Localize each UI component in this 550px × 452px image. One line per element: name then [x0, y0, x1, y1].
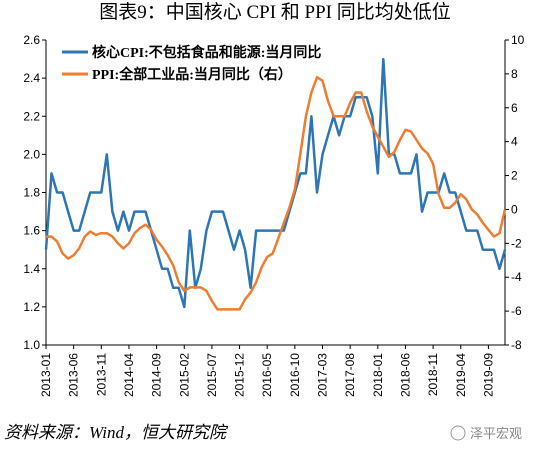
series-line [44, 57, 507, 309]
y2-tick-label: 8 [511, 67, 518, 81]
y-tick-label: 1.0 [23, 338, 40, 352]
watermark-icon [450, 425, 466, 441]
y-tick-label: 1.4 [23, 262, 40, 276]
y-tick-label: 1.2 [23, 300, 40, 314]
y2-tick-label: 2 [511, 169, 518, 183]
y-tick-label: 1.6 [23, 224, 40, 238]
y-tick-label: 2.2 [23, 109, 40, 123]
y2-tick-label: -4 [511, 270, 522, 284]
x-tick-label: 2019-09 [481, 353, 495, 397]
x-tick-label: 2014-04 [122, 353, 136, 397]
y2-tick-label: 0 [511, 202, 518, 216]
x-tick-label: 2013-01 [39, 353, 53, 397]
y2-tick-label: -8 [511, 338, 522, 352]
x-tick-label: 2014-09 [150, 353, 164, 397]
y2-tick-label: 4 [511, 135, 518, 149]
watermark: 泽平宏观 [470, 426, 522, 441]
x-tick-label: 2015-07 [205, 353, 219, 397]
x-tick-label: 2015-12 [233, 353, 247, 397]
y2-tick-label: -6 [511, 304, 522, 318]
y-tick-label: 2.4 [23, 71, 40, 85]
y-tick-label: 2.6 [23, 33, 40, 47]
source: 资料来源：Wind，恒大研究院 [4, 423, 229, 442]
x-tick-label: 2017-03 [316, 353, 330, 397]
x-tick-label: 2016-05 [260, 353, 274, 397]
x-tick-label: 2018-11 [426, 353, 440, 396]
x-tick-label: 2018-06 [398, 353, 412, 397]
x-tick-label: 2017-08 [343, 353, 357, 397]
y2-tick-label: 10 [511, 33, 525, 47]
x-tick-label: 2013-11 [94, 353, 108, 396]
legend-label: PPI:全部工业品:当月同比（右） [92, 66, 292, 83]
y2-tick-label: 6 [511, 101, 518, 115]
x-tick-label: 2013-06 [67, 353, 81, 397]
x-tick-label: 2019-04 [454, 353, 468, 397]
y2-tick-label: -2 [511, 236, 522, 250]
x-tick-label: 2018-01 [371, 353, 385, 397]
x-tick-label: 2015-02 [177, 353, 191, 397]
chart-title: 图表9：中国核心 CPI 和 PPI 同比均处低位 [99, 1, 451, 23]
series-line [46, 76, 507, 311]
y-tick-label: 1.8 [23, 186, 40, 200]
x-tick-label: 2016-10 [288, 353, 302, 397]
y-tick-label: 2.0 [23, 147, 40, 161]
legend-label: 核心CPI:不包括食品和能源:当月同比 [92, 44, 321, 61]
